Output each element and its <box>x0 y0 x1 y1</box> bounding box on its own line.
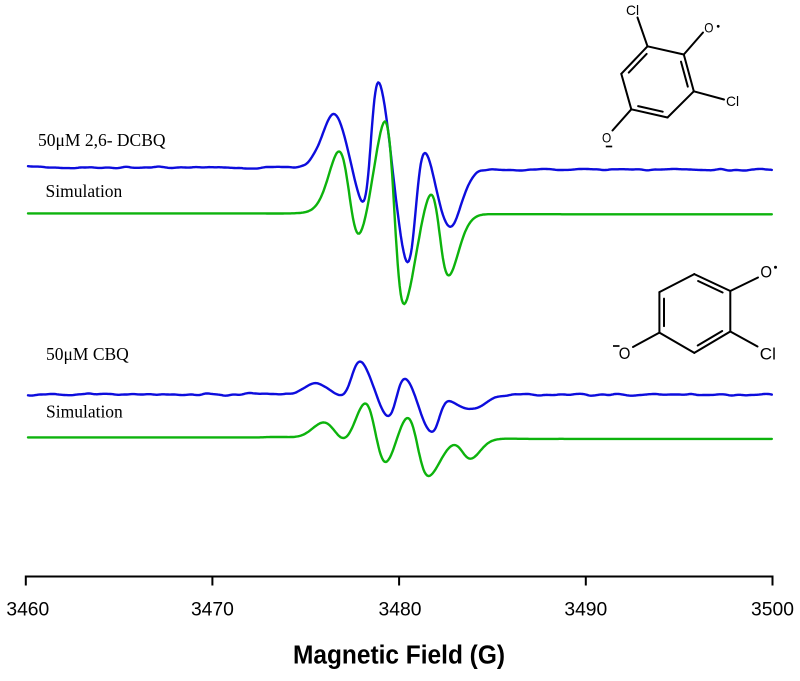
svg-text:O: O <box>619 345 631 363</box>
svg-text:O: O <box>704 20 713 36</box>
svg-text:O: O <box>602 130 611 146</box>
svg-text:O: O <box>760 264 772 282</box>
svg-text:50μM CBQ: 50μM CBQ <box>46 344 129 364</box>
svg-text:Cl: Cl <box>726 94 739 109</box>
svg-text:3470: 3470 <box>191 600 234 621</box>
svg-text:Simulation: Simulation <box>46 181 123 201</box>
svg-text:3460: 3460 <box>6 600 49 621</box>
svg-text:3490: 3490 <box>564 600 607 621</box>
svg-text:Simulation: Simulation <box>46 402 123 422</box>
svg-text:50μM 2,6- DCBQ: 50μM 2,6- DCBQ <box>38 130 166 150</box>
svg-text:Cl: Cl <box>760 345 776 364</box>
svg-text:3480: 3480 <box>379 600 422 621</box>
svg-text:Cl: Cl <box>626 3 639 18</box>
svg-text:Magnetic Field (G): Magnetic Field (G) <box>293 640 505 670</box>
svg-text:3500: 3500 <box>751 600 794 621</box>
